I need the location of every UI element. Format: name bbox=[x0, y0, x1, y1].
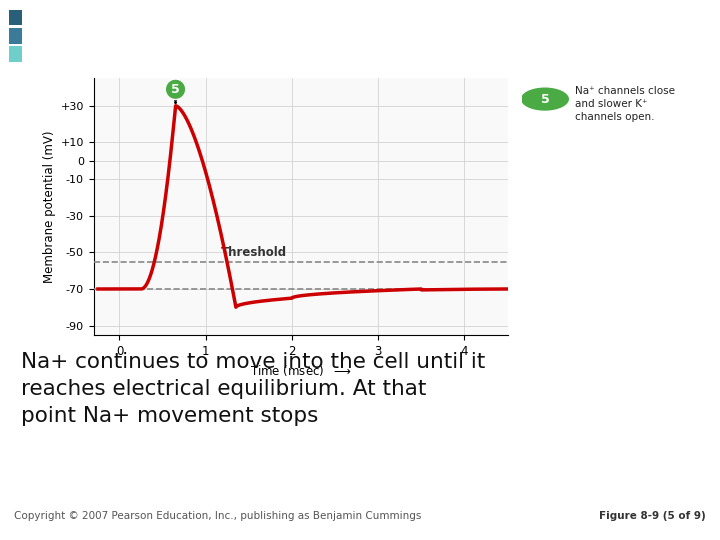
Text: Na⁺ channels close
and slower K⁺
channels open.: Na⁺ channels close and slower K⁺ channel… bbox=[575, 86, 675, 122]
Text: Na+ continues to move into the cell until it
reaches electrical equilibrium. At : Na+ continues to move into the cell unti… bbox=[22, 352, 485, 426]
Text: Threshold: Threshold bbox=[221, 246, 287, 259]
Circle shape bbox=[520, 87, 570, 111]
Text: 5: 5 bbox=[541, 92, 549, 106]
X-axis label: Time (msec)  $\longrightarrow$: Time (msec) $\longrightarrow$ bbox=[250, 363, 351, 378]
Text: 5: 5 bbox=[171, 83, 180, 103]
Text: Figure 8-9 (5 of 9): Figure 8-9 (5 of 9) bbox=[599, 511, 706, 521]
Text: Electrical Signals: Action Potentials: Electrical Signals: Action Potentials bbox=[35, 21, 593, 49]
Bar bbox=[9, 10, 22, 25]
Bar bbox=[9, 28, 22, 44]
Y-axis label: Membrane potential (mV): Membrane potential (mV) bbox=[43, 130, 56, 283]
Bar bbox=[9, 46, 22, 62]
Text: Copyright © 2007 Pearson Education, Inc., publishing as Benjamin Cummings: Copyright © 2007 Pearson Education, Inc.… bbox=[14, 511, 422, 521]
